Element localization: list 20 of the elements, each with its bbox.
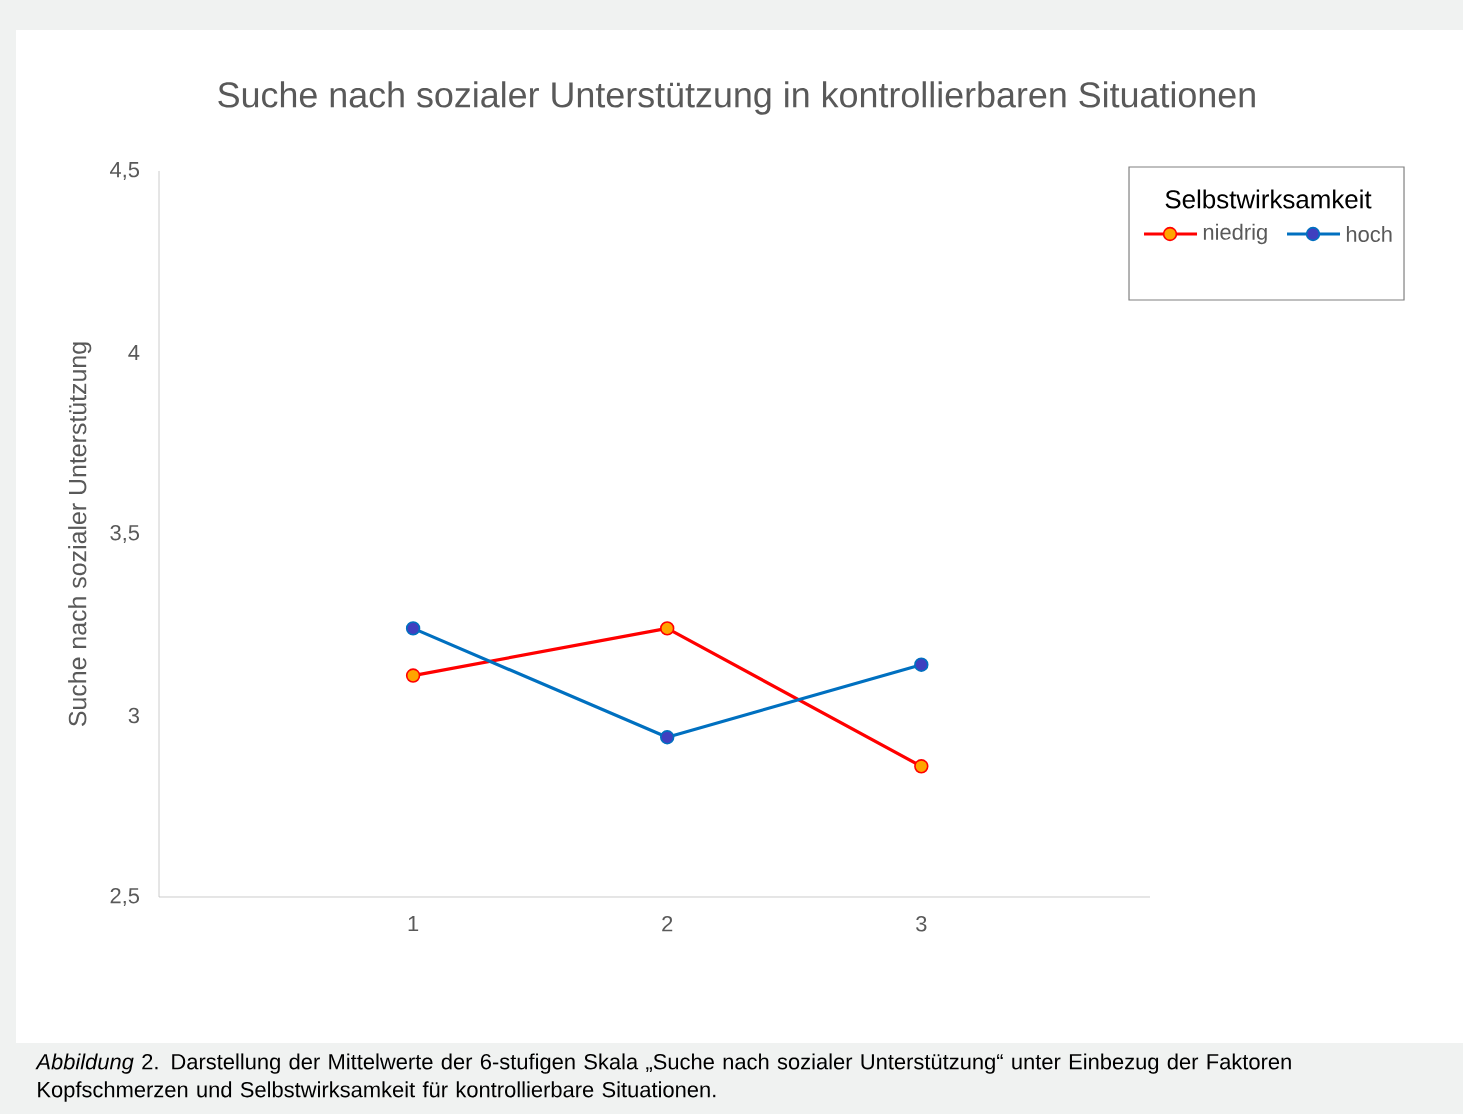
y-tick-label: 4 (128, 344, 140, 361)
x-tick-label: 3 (916, 916, 927, 932)
y-axis-title: Suche nach sozialer Unterstützung (68, 342, 92, 727)
point (914, 657, 929, 672)
legend-label: niedrig (1203, 223, 1267, 245)
y-tick-label: 3,5 (110, 524, 140, 544)
point (660, 621, 675, 636)
legend-title: Selbstwirksamkeit (1165, 189, 1372, 209)
point (405, 621, 421, 636)
x-tick-label: 2 (662, 916, 673, 932)
y-tick-label: 2,5 (110, 887, 140, 907)
y-tick-label: 4,5 (109, 162, 140, 180)
legend-label: hoch (1346, 225, 1392, 243)
point (660, 730, 675, 745)
chart-title: Suche nach sozialer Unterstützung in kontrollierbaren Situationen (218, 81, 1255, 115)
text: Abbildung 2. Darstellung der Mittelwerte der 6-stufigen Skala „Suche nach sozialer Unterstützung“ unter Einbezug der Faktoren Kopfschmerzen und Selbstwirksamkeit für kontrollierbare Situationen. (35, 1053, 1291, 1102)
y-tick-label: 3 (128, 707, 139, 724)
point (405, 668, 421, 683)
x-tick-label: 1 (408, 916, 419, 932)
point (914, 759, 929, 774)
